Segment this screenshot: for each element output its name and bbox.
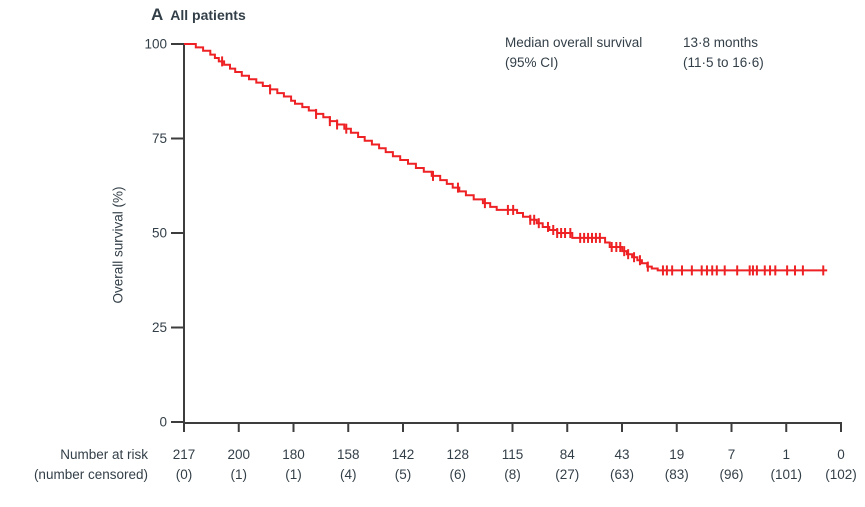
number-at-risk-value: 1 [782,447,791,462]
number-censored-value: (4) [340,467,357,482]
number-at-risk-value: 158 [336,447,360,462]
panel-letter: A [151,5,164,24]
number-censored-value: (96) [719,467,744,482]
number-censored-value: (83) [664,467,689,482]
number-at-risk-value: 7 [727,447,736,462]
number-at-risk-value: 128 [446,447,470,462]
number-censored-value: (101) [770,467,803,482]
number-censored-value: (1) [285,467,302,482]
panel-title: A All patients [151,5,246,25]
number-censored-value: (6) [449,467,467,482]
risk-table-row-censored: (number censored) (0) (1) (1) (4) (5) (6) (8) (… [0,467,865,485]
number-censored-value: (102) [825,467,857,482]
number-at-risk-value: 217 [172,447,196,462]
annotation-label-line2: (95% CI) [505,55,559,70]
annotation-value-line2: (11·5 to 16·6) [683,55,764,70]
survival-curve [184,43,828,272]
number-censored-value: (0) [175,467,193,482]
number-censored-value: (63) [609,467,635,482]
number-censored-label: (number censored) [33,467,148,482]
number-censored-value: (27) [555,467,580,482]
median-survival-annotation-labels: Median overall survival (95% CI) [505,33,642,73]
number-at-risk-label: Number at risk [60,447,148,462]
number-censored-value: (1) [230,467,248,482]
annotation-value-line1: 13·8 months [683,35,759,50]
risk-table-row-at-risk: Number at risk 217 200 180 158 142 128 115 84 43… [0,447,865,465]
number-at-risk-value: 19 [669,447,685,462]
y-tick-label: 100 [144,37,167,52]
median-survival-annotation-values: 13·8 months (11·5 to 16·6) [683,33,764,73]
y-tick-label: 0 [159,415,167,430]
number-at-risk-value: 180 [282,447,305,462]
number-at-risk-value: 43 [614,447,630,462]
number-at-risk-value: 84 [559,447,575,462]
number-at-risk-value: 115 [501,447,524,462]
number-at-risk-value: 142 [391,447,415,462]
y-tick-label: 25 [152,320,167,335]
panel-title-text: All patients [170,7,246,23]
y-tick-label: 75 [152,131,167,146]
annotation-label-line1: Median overall survival [505,35,643,50]
number-at-risk-value: 0 [837,447,845,462]
y-tick-label: 50 [152,226,167,241]
number-censored-value: (8) [504,467,521,482]
number-censored-value: (5) [394,467,412,482]
number-at-risk-value: 200 [227,447,251,462]
